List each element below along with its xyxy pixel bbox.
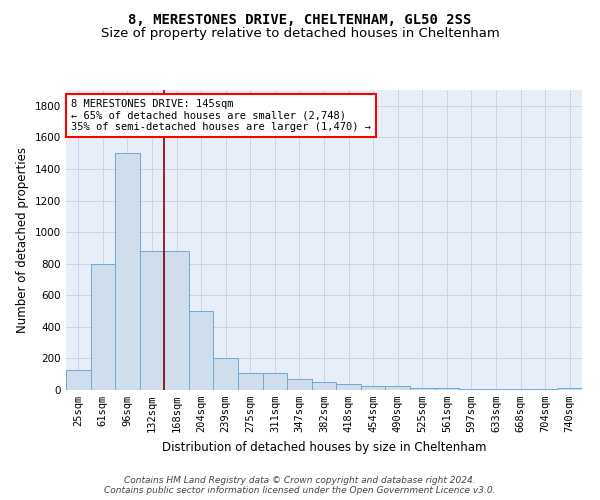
Bar [189, 311, 214, 390]
Bar [287, 379, 312, 390]
X-axis label: Distribution of detached houses by size in Cheltenham: Distribution of detached houses by size … [162, 440, 486, 454]
Bar [508, 389, 533, 390]
Bar [484, 389, 508, 390]
Bar [66, 370, 91, 390]
Bar [336, 384, 361, 390]
Bar [361, 386, 385, 390]
Text: Contains HM Land Registry data © Crown copyright and database right 2024.
Contai: Contains HM Land Registry data © Crown c… [104, 476, 496, 495]
Bar [164, 251, 189, 390]
Bar [312, 382, 336, 390]
Text: Size of property relative to detached houses in Cheltenham: Size of property relative to detached ho… [101, 28, 499, 40]
Y-axis label: Number of detached properties: Number of detached properties [16, 147, 29, 333]
Bar [115, 153, 140, 390]
Bar [140, 251, 164, 390]
Bar [385, 386, 410, 390]
Bar [238, 372, 263, 390]
Bar [533, 389, 557, 390]
Bar [214, 358, 238, 390]
Text: 8 MERESTONES DRIVE: 145sqm
← 65% of detached houses are smaller (2,748)
35% of s: 8 MERESTONES DRIVE: 145sqm ← 65% of deta… [71, 99, 371, 132]
Bar [557, 388, 582, 390]
Text: 8, MERESTONES DRIVE, CHELTENHAM, GL50 2SS: 8, MERESTONES DRIVE, CHELTENHAM, GL50 2S… [128, 12, 472, 26]
Bar [91, 264, 115, 390]
Bar [410, 388, 434, 390]
Bar [434, 388, 459, 390]
Bar [263, 372, 287, 390]
Bar [459, 389, 484, 390]
